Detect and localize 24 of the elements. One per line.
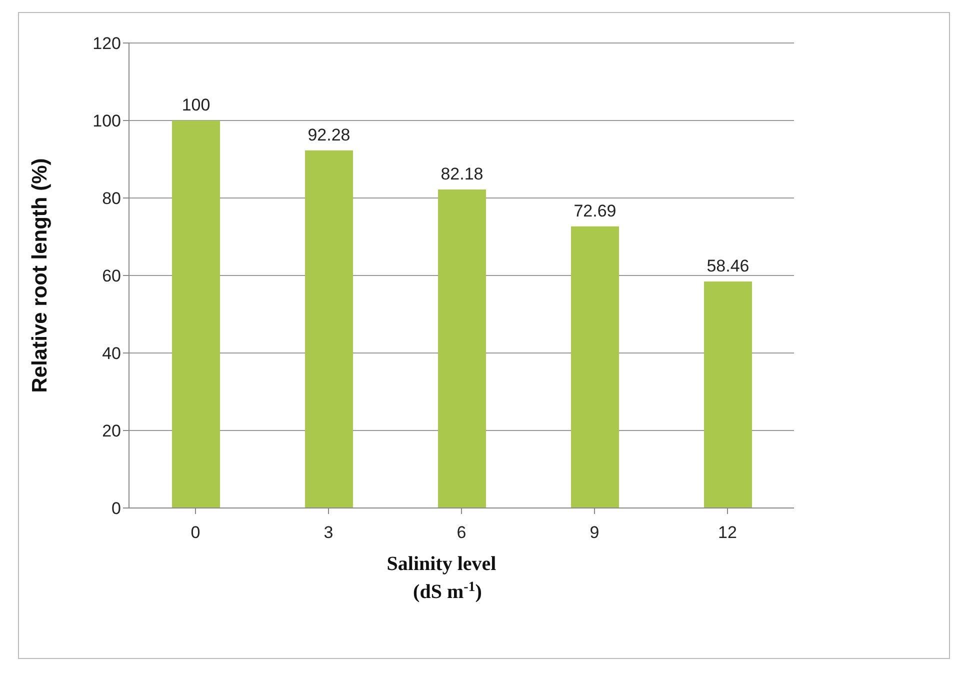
bar bbox=[571, 226, 619, 508]
y-tick-label: 0 bbox=[112, 499, 121, 518]
data-label: 100 bbox=[182, 96, 210, 114]
bar bbox=[704, 281, 752, 508]
x-tick-label: 6 bbox=[456, 523, 466, 542]
x-axis-title: Salinity level (dS m$^{-1}$) bbox=[386, 553, 497, 603]
y-tick-label: 40 bbox=[102, 344, 121, 364]
data-label: 72.69 bbox=[574, 201, 616, 220]
x-tick-label: 0 bbox=[190, 523, 200, 542]
x-tick-label: 3 bbox=[324, 523, 334, 542]
y-tick-label: 120 bbox=[92, 34, 121, 54]
y-tick-label: 60 bbox=[102, 266, 121, 286]
data-label: 58.46 bbox=[706, 256, 750, 276]
x-tick-label: 9 bbox=[590, 523, 600, 542]
bar bbox=[438, 190, 486, 508]
bar bbox=[172, 120, 220, 508]
data-label: 92.28 bbox=[308, 125, 350, 144]
data-label: 82.18 bbox=[440, 164, 484, 184]
bar bbox=[305, 150, 353, 508]
x-tick-label: 12 bbox=[718, 523, 737, 542]
y-tick-label: 20 bbox=[102, 422, 121, 441]
y-tick-label: 100 bbox=[92, 112, 121, 131]
y-axis-title: Relative root length (%) bbox=[28, 158, 52, 393]
y-tick-label: 80 bbox=[102, 189, 121, 208]
